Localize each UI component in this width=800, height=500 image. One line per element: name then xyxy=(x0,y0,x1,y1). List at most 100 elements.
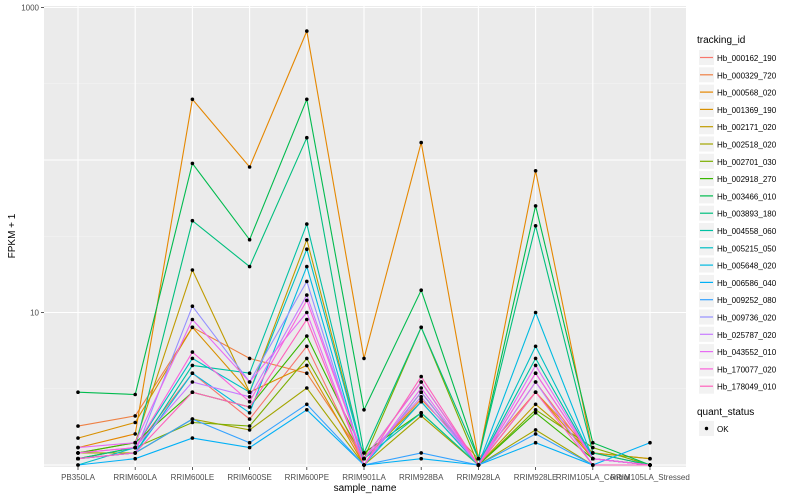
legend-label: Hb_000329_720 xyxy=(717,71,777,80)
legend-label: Hb_170077_020 xyxy=(717,365,777,374)
data-point xyxy=(247,395,252,399)
data-point xyxy=(247,417,252,421)
data-point xyxy=(419,390,424,395)
legend-label: Hb_003466_010 xyxy=(717,192,777,201)
data-point xyxy=(533,204,538,208)
data-point xyxy=(476,463,481,467)
data-point xyxy=(533,402,538,407)
data-point xyxy=(247,356,252,361)
y-tick-label: 1000 xyxy=(21,4,39,13)
legend-label: Hb_002171_020 xyxy=(717,123,777,132)
data-point xyxy=(133,392,137,397)
data-point xyxy=(247,165,252,169)
data-point xyxy=(533,371,538,376)
data-points xyxy=(76,29,652,467)
data-point xyxy=(419,140,424,145)
data-point xyxy=(247,399,252,404)
data-point xyxy=(305,317,309,322)
x-tick-label: RRIM105LA_Stressed xyxy=(610,473,690,482)
data-point xyxy=(419,374,424,379)
legend-label: Hb_009252_080 xyxy=(717,296,777,305)
data-point xyxy=(305,334,309,338)
data-point xyxy=(247,440,252,445)
data-point xyxy=(305,135,309,140)
data-point xyxy=(190,161,195,166)
data-point xyxy=(247,237,252,242)
quant-status-ok-point xyxy=(704,426,709,431)
data-point xyxy=(362,456,366,461)
data-point xyxy=(419,456,424,461)
data-point xyxy=(247,390,252,395)
x-tick-label: RRIM600SE xyxy=(227,473,271,482)
data-point xyxy=(476,456,481,461)
legend-label: Hb_005215_050 xyxy=(717,244,777,253)
data-point xyxy=(190,371,195,376)
data-point xyxy=(133,440,137,445)
data-point xyxy=(305,293,309,297)
data-point xyxy=(76,436,80,440)
legend-label: Hb_178049_010 xyxy=(717,383,777,392)
data-point xyxy=(648,463,652,467)
data-point xyxy=(533,363,538,368)
data-point xyxy=(190,417,195,421)
grid-lines xyxy=(44,6,686,467)
data-point xyxy=(648,440,652,445)
data-point xyxy=(533,380,538,384)
data-point xyxy=(533,390,538,395)
data-point xyxy=(533,428,538,432)
data-point xyxy=(305,371,309,376)
data-point xyxy=(419,325,424,330)
data-point xyxy=(533,344,538,349)
legend-title: tracking_id xyxy=(697,35,745,46)
data-point xyxy=(305,264,309,269)
legend-label: Hb_009736_020 xyxy=(717,314,777,323)
data-point xyxy=(591,463,595,467)
data-point xyxy=(305,310,309,315)
data-point xyxy=(76,451,80,455)
x-tick-label: PB350LA xyxy=(61,473,95,482)
x-axis-title: sample_name xyxy=(334,483,397,494)
data-point xyxy=(419,399,424,404)
data-point xyxy=(591,456,595,461)
data-point xyxy=(305,356,309,361)
data-point xyxy=(305,386,309,390)
data-point xyxy=(247,424,252,428)
legend-label: Hb_002518_020 xyxy=(717,141,777,150)
data-point xyxy=(133,420,137,425)
data-point xyxy=(133,432,137,436)
data-point xyxy=(305,247,309,251)
legend-label: Hb_000568_020 xyxy=(717,89,777,98)
data-point xyxy=(305,97,309,102)
data-point xyxy=(305,237,309,242)
data-point xyxy=(190,268,195,272)
data-point xyxy=(419,411,424,415)
data-point xyxy=(362,356,366,361)
x-tick-label: RRIM928BA xyxy=(399,473,444,482)
data-point xyxy=(419,451,424,455)
data-point xyxy=(591,445,595,450)
x-tick-label: RRIM105LA_Control xyxy=(556,473,630,482)
data-point xyxy=(533,432,538,436)
data-point xyxy=(190,420,195,425)
legend-label: Hb_005648_020 xyxy=(717,262,777,271)
data-point xyxy=(305,279,309,284)
data-point xyxy=(305,298,309,303)
data-point xyxy=(591,440,595,445)
data-point xyxy=(76,445,80,450)
legend-label: Hb_025787_020 xyxy=(717,331,777,340)
data-point xyxy=(190,218,195,223)
x-tick-label: RRIM600PE xyxy=(285,473,329,482)
data-point xyxy=(190,436,195,440)
data-point xyxy=(419,288,424,293)
quant-status-ok-label: OK xyxy=(717,425,729,434)
data-point xyxy=(190,304,195,309)
legend-label: Hb_000162_190 xyxy=(717,54,777,63)
data-point xyxy=(648,456,652,461)
legend: tracking_id Hb_000162_190 Hb_000329_720 Hb… xyxy=(697,35,777,436)
data-point xyxy=(133,456,137,461)
data-point xyxy=(76,424,80,428)
data-point xyxy=(419,386,424,390)
y-tick-label: 10 xyxy=(30,309,39,318)
data-point xyxy=(305,29,309,33)
